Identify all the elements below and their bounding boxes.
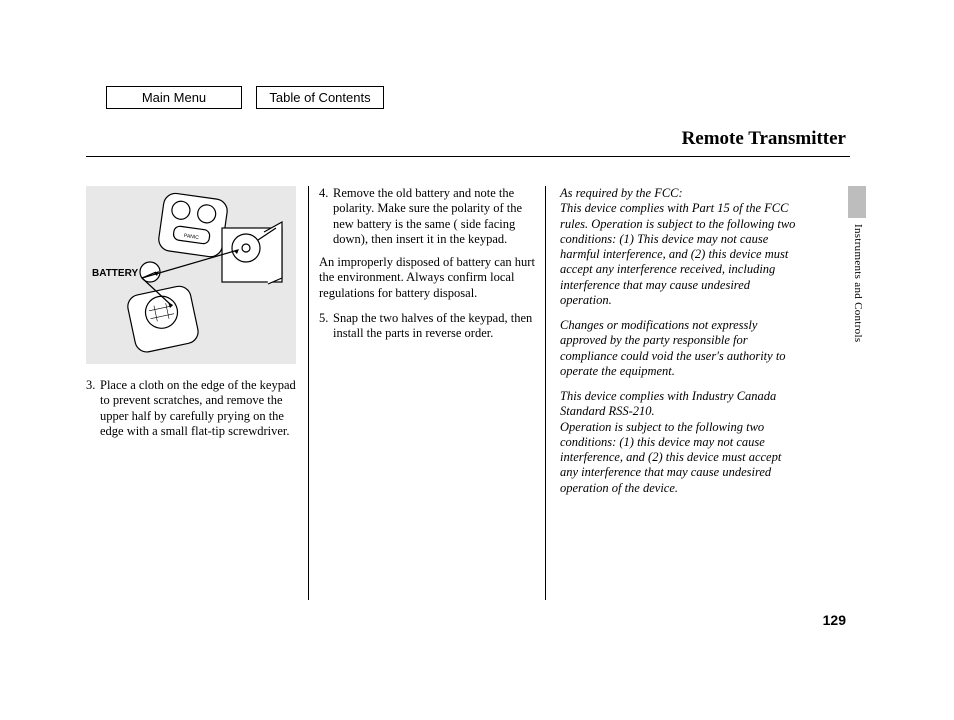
- title-rule: [86, 156, 850, 157]
- battery-label: BATTERY: [92, 268, 138, 280]
- step-4-num: 4.: [319, 186, 333, 247]
- step-5-text: Snap the two halves of the keypad, then …: [333, 311, 535, 342]
- page-title: Remote Transmitter: [682, 128, 846, 150]
- fcc-para-3: This device complies with Industry Canad…: [560, 389, 798, 496]
- step-4: 4. Remove the old battery and note the p…: [319, 186, 535, 247]
- content-columns: PANIC: [86, 186, 854, 600]
- column-3: As required by the FCC: This device comp…: [546, 186, 798, 600]
- step-4-text: Remove the old battery and note the pola…: [333, 186, 535, 247]
- nav-buttons: Main Menu Table of Contents: [106, 86, 384, 109]
- column-2: 4. Remove the old battery and note the p…: [308, 186, 546, 600]
- step-3-text: Place a cloth on the edge of the keypad …: [100, 378, 296, 439]
- disposal-note: An improperly disposed of battery can hu…: [319, 255, 535, 301]
- page-number: 129: [823, 612, 846, 628]
- step-5-num: 5.: [319, 311, 333, 342]
- step-3: 3. Place a cloth on the edge of the keyp…: [86, 378, 296, 439]
- fcc-para-1: As required by the FCC: This device comp…: [560, 186, 798, 308]
- section-tab: [848, 186, 866, 218]
- step-3-num: 3.: [86, 378, 100, 439]
- column-1: PANIC: [86, 186, 308, 600]
- battery-figure: PANIC: [86, 186, 296, 364]
- step-5: 5. Snap the two halves of the keypad, th…: [319, 311, 535, 342]
- fcc-para-2: Changes or modifications not expressly a…: [560, 318, 798, 379]
- main-menu-button[interactable]: Main Menu: [106, 86, 242, 109]
- section-label: Instruments and Controls: [852, 224, 864, 342]
- keypad-diagram-icon: PANIC: [126, 192, 290, 360]
- toc-button[interactable]: Table of Contents: [256, 86, 384, 109]
